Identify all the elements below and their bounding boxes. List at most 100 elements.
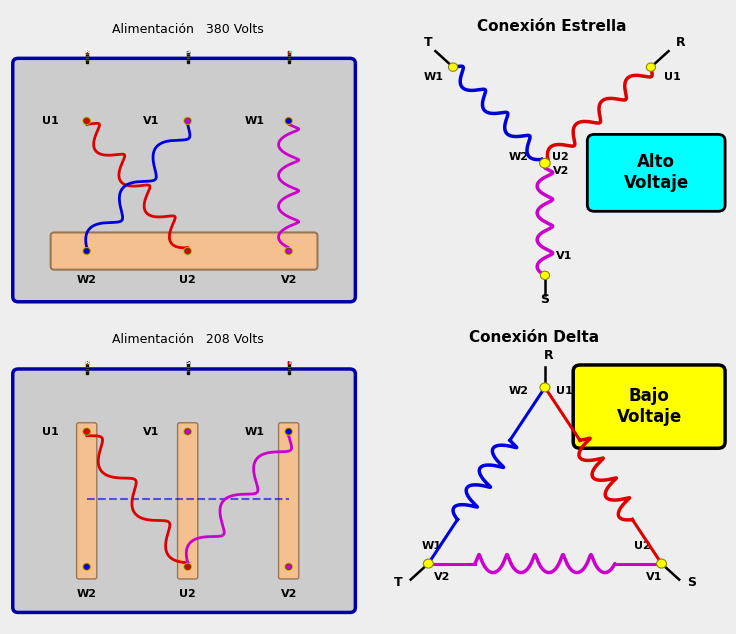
Circle shape [423,559,434,568]
Circle shape [185,565,190,569]
Bar [288,361,290,374]
Text: V1: V1 [556,251,573,261]
Circle shape [84,429,90,434]
Text: T: T [394,576,403,589]
Text: S: S [185,360,190,365]
Text: T: T [286,360,291,365]
Circle shape [184,117,191,124]
Text: T: T [286,49,291,55]
Text: R: R [84,360,89,365]
Circle shape [287,119,291,123]
Circle shape [286,119,291,124]
Bar [187,361,188,364]
Circle shape [184,428,191,435]
FancyBboxPatch shape [278,423,299,579]
Circle shape [83,248,91,254]
Circle shape [84,119,90,124]
Circle shape [185,564,191,569]
FancyBboxPatch shape [573,365,725,448]
Text: V2: V2 [280,589,297,599]
Text: V1: V1 [646,572,662,581]
Text: U1: U1 [42,427,59,437]
Circle shape [83,117,91,124]
Circle shape [185,249,190,253]
Circle shape [287,249,291,253]
FancyBboxPatch shape [51,233,317,269]
Circle shape [646,63,656,71]
FancyBboxPatch shape [587,134,725,211]
Circle shape [540,271,550,280]
Text: R: R [84,49,89,55]
Bar [187,51,188,53]
Circle shape [83,428,91,435]
Circle shape [540,383,550,392]
Circle shape [286,429,291,434]
Circle shape [85,249,88,253]
Text: Alimentación   380 Volts: Alimentación 380 Volts [112,23,263,36]
Text: W1: W1 [244,116,264,126]
Circle shape [448,63,458,71]
FancyBboxPatch shape [77,423,97,579]
Circle shape [285,428,292,435]
Text: W2: W2 [77,275,96,285]
Bar [85,361,88,364]
Text: Bajo
Voltaje: Bajo Voltaje [617,387,682,426]
Text: W2: W2 [77,589,96,599]
Bar [288,51,290,53]
Bar [187,51,188,63]
Text: V2: V2 [280,275,297,285]
Circle shape [85,119,88,123]
Circle shape [84,249,90,254]
Text: S: S [687,576,696,589]
Circle shape [287,430,291,434]
Text: S: S [540,292,550,306]
Bar [187,361,188,374]
Circle shape [285,248,292,254]
Text: V1: V1 [144,116,160,126]
Text: U1: U1 [556,386,573,396]
Bar [85,361,88,374]
Circle shape [185,249,191,254]
Bar [85,51,88,63]
Text: U1: U1 [664,72,681,82]
Circle shape [184,564,191,570]
Text: S: S [185,49,190,55]
Text: Alto
Voltaje: Alto Voltaje [623,153,689,192]
Text: V2: V2 [553,167,569,176]
Text: W1: W1 [422,541,442,551]
Circle shape [657,559,667,568]
Text: U1: U1 [42,116,59,126]
Text: R: R [545,349,554,361]
Circle shape [286,564,291,569]
Circle shape [185,429,191,434]
Text: Conexión Delta: Conexión Delta [470,330,599,345]
Text: T: T [424,36,433,49]
FancyBboxPatch shape [177,423,198,579]
Text: Conexión Estrella: Conexión Estrella [477,19,627,34]
Circle shape [184,248,191,254]
Text: V2: V2 [434,572,450,581]
Text: W1: W1 [244,427,264,437]
Circle shape [287,565,291,569]
Circle shape [285,117,292,124]
Circle shape [185,119,190,123]
Text: W1: W1 [424,72,444,82]
Circle shape [85,565,88,569]
Bar [85,51,88,53]
Text: V1: V1 [144,427,160,437]
Circle shape [84,564,90,569]
Text: U2: U2 [553,152,569,162]
Bar [288,361,290,364]
FancyBboxPatch shape [13,369,355,612]
Circle shape [286,249,291,254]
Text: U2: U2 [634,541,651,551]
Circle shape [285,564,292,570]
Circle shape [185,430,190,434]
Text: W2: W2 [509,152,528,162]
Text: U2: U2 [180,275,196,285]
Text: U2: U2 [180,589,196,599]
FancyBboxPatch shape [13,58,355,302]
Circle shape [83,564,91,570]
Bar [288,51,290,63]
Circle shape [185,119,191,124]
